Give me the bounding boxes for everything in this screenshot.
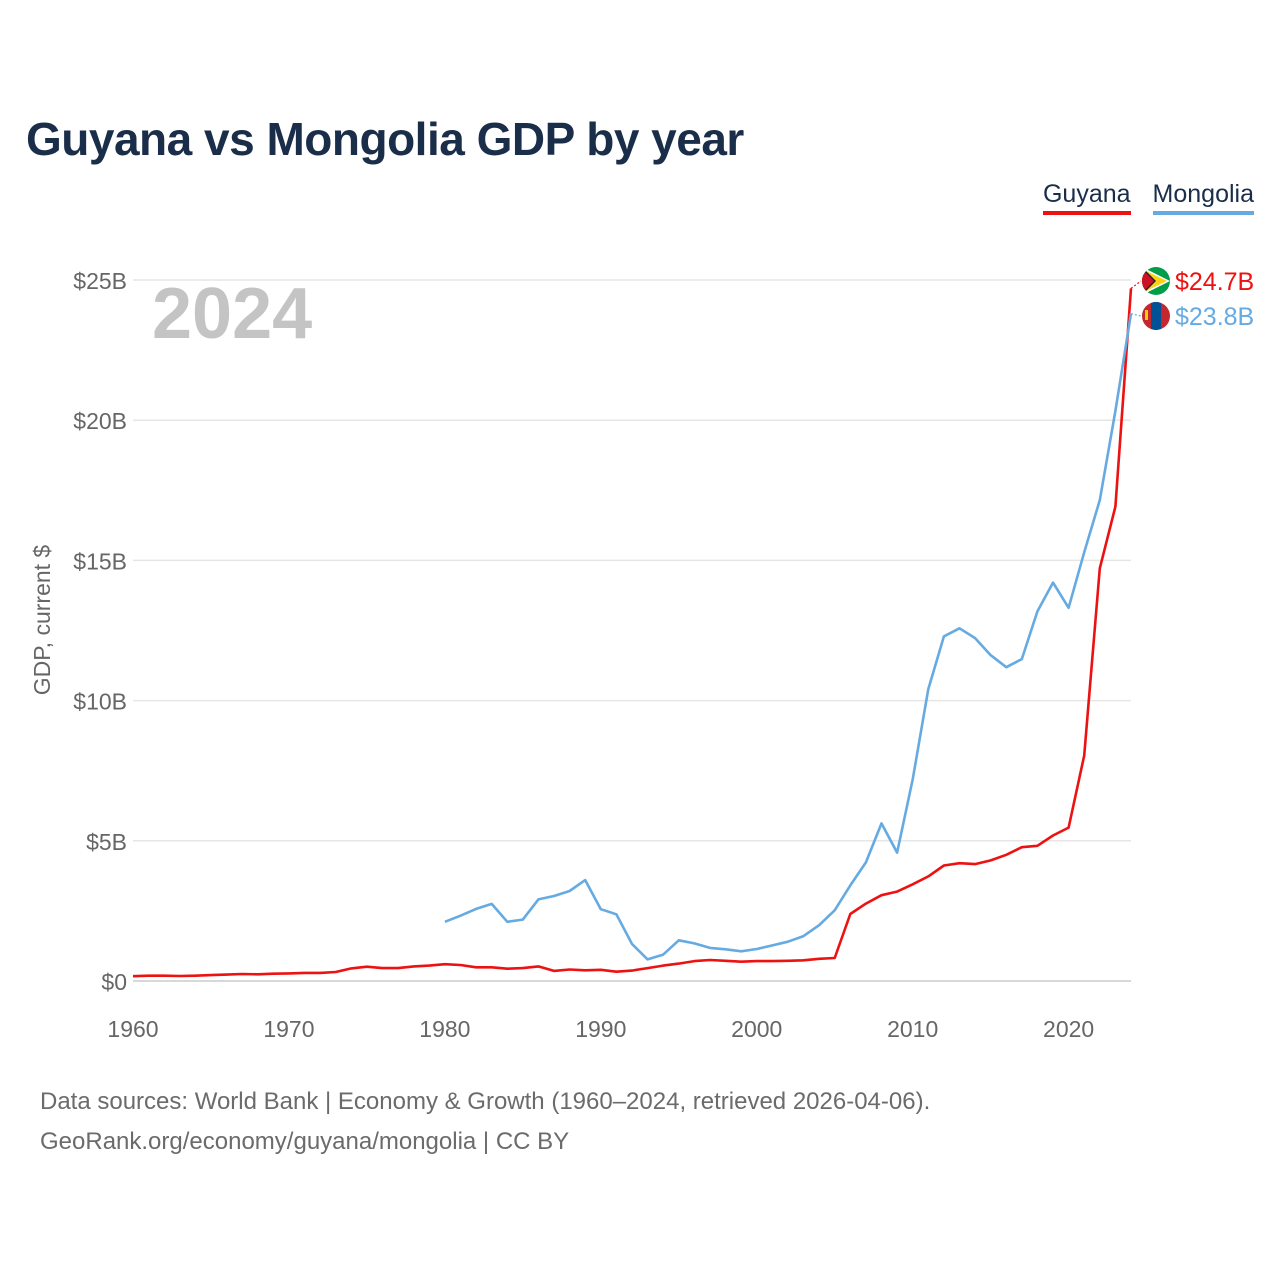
chart-title: Guyana vs Mongolia GDP by year (26, 113, 744, 165)
series-line-mongolia (444, 313, 1133, 961)
x-tick-label: 1980 (419, 1016, 470, 1042)
guyana-flag-icon (1142, 267, 1170, 295)
y-tick-label: $0 (101, 969, 127, 995)
legend: Guyana Mongolia (1042, 180, 1254, 215)
footer-sources: Data sources: World Bank | Economy & Gro… (40, 1088, 931, 1115)
legend-item-mongolia[interactable]: Mongolia (1152, 180, 1254, 215)
y-tick-label: $20B (73, 408, 127, 434)
year-watermark: 2024 (152, 274, 312, 354)
series-line-guyana (132, 288, 1133, 978)
y-axis-label: GDP, current $ (29, 545, 55, 696)
y-tick-label: $5B (86, 829, 127, 855)
x-tick-label: 1960 (107, 1016, 158, 1042)
y-tick-label: $10B (73, 689, 127, 715)
x-tick-label: 1970 (263, 1016, 314, 1042)
x-tick-label: 2000 (731, 1016, 782, 1042)
footer: Data sources: World Bank | Economy & Gro… (40, 1082, 930, 1162)
leader-mongolia (1130, 313, 1142, 317)
x-tick-label: 2020 (1043, 1016, 1094, 1042)
y-tick-label: $25B (73, 268, 127, 294)
x-tick-label: 2010 (887, 1016, 938, 1042)
leader-guyana (1130, 280, 1142, 289)
legend-item-guyana[interactable]: Guyana (1042, 180, 1131, 215)
end-value-label-guyana: $24.7B (1175, 268, 1254, 296)
x-tick-label: 1990 (575, 1016, 626, 1042)
footer-attribution[interactable]: GeoRank.org/economy/guyana/mongolia | CC… (40, 1128, 570, 1155)
end-value-label-mongolia: $23.8B (1175, 303, 1254, 331)
y-tick-label: $15B (73, 548, 127, 574)
mongolia-flag-icon (1142, 302, 1170, 330)
